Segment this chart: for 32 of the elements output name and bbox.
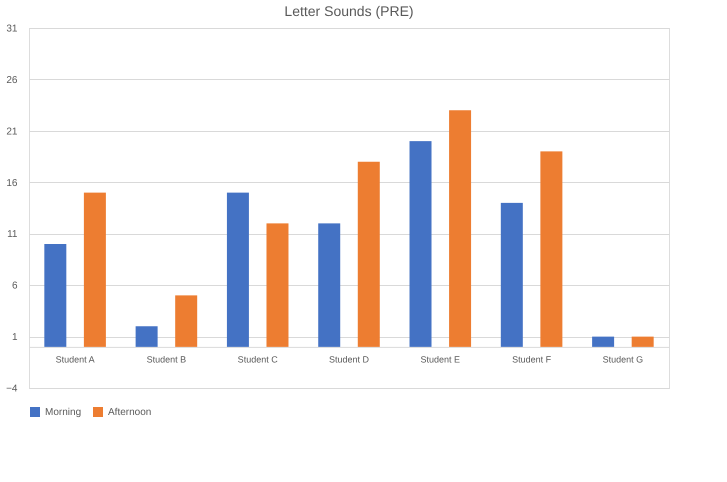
bar bbox=[318, 223, 340, 347]
y-tick-label: 16 bbox=[6, 178, 18, 189]
y-tick-label: 31 bbox=[6, 24, 18, 34]
chart-title: Letter Sounds (PRE) bbox=[284, 3, 414, 19]
bar bbox=[449, 110, 472, 347]
x-tick-label: Student E bbox=[420, 354, 460, 364]
x-tick-label: Student B bbox=[146, 354, 186, 364]
bar bbox=[175, 295, 198, 347]
x-tick-label: Student C bbox=[238, 354, 278, 364]
y-tick-label: 6 bbox=[12, 280, 18, 292]
bar bbox=[410, 141, 432, 347]
legend-label: Afternoon bbox=[108, 407, 152, 418]
bar bbox=[592, 336, 614, 347]
bar bbox=[500, 202, 523, 347]
bar bbox=[266, 223, 288, 347]
y-tick-label: −4 bbox=[6, 384, 18, 394]
bar bbox=[540, 151, 562, 347]
legend-label: Morning bbox=[45, 407, 82, 418]
x-tick-label: Student D bbox=[328, 354, 370, 364]
bar bbox=[84, 192, 106, 347]
y-tick-label: 11 bbox=[7, 229, 18, 240]
y-tick-label: 1 bbox=[12, 332, 18, 344]
x-tick-label: Student G bbox=[602, 354, 644, 364]
bar bbox=[136, 326, 158, 347]
y-tick-label: 21 bbox=[6, 126, 18, 138]
x-tick-label: Student F bbox=[512, 354, 552, 364]
y-tick-label: 26 bbox=[6, 74, 18, 86]
bar bbox=[226, 192, 249, 347]
bar bbox=[358, 162, 380, 347]
bar bbox=[632, 336, 654, 347]
bar bbox=[44, 244, 66, 347]
x-tick-label: Student A bbox=[56, 354, 95, 364]
